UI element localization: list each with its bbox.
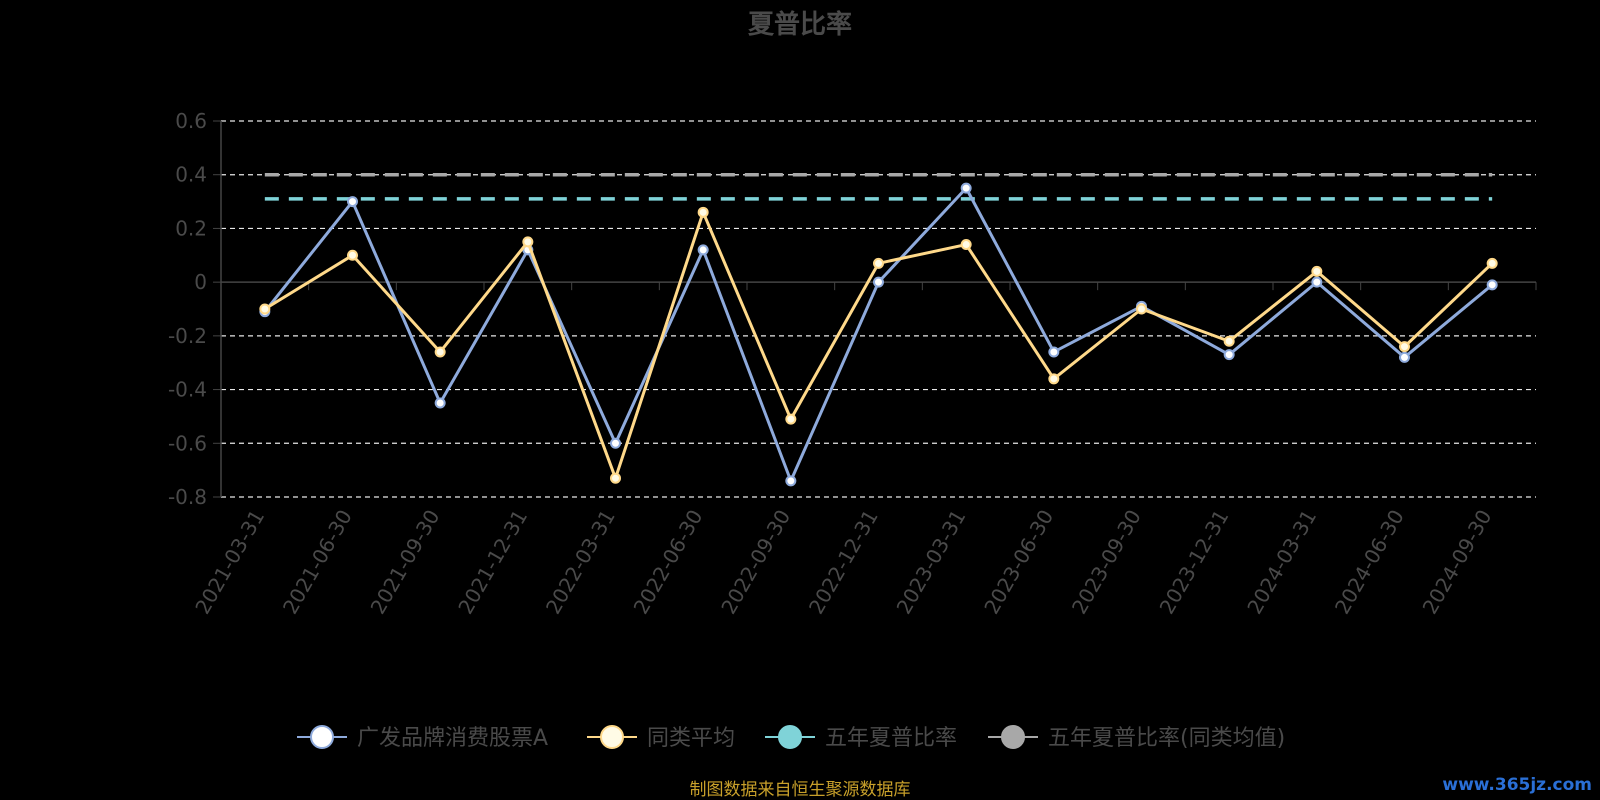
data-point — [1223, 349, 1235, 361]
chart-title: 夏普比率 — [748, 9, 852, 40]
data-point — [259, 303, 271, 315]
data-point — [610, 472, 621, 484]
data-source-note: 制图数据来自恒生聚源数据库 — [690, 780, 911, 800]
site-watermark: www.365jz.com — [1442, 775, 1592, 795]
y-tick-label: 0 — [194, 270, 207, 294]
y-tick-label: -0.4 — [168, 378, 207, 402]
data-point — [1311, 276, 1323, 288]
legend-label: 五年夏普比率 — [825, 726, 957, 751]
y-axis: 0.6 0.4 0.2 0 -0.2 -0.4 -0.6 -0.8 — [168, 109, 222, 509]
data-point — [1048, 373, 1060, 385]
x-tick-label: 2021-03-31 — [190, 506, 269, 619]
data-point — [1486, 257, 1498, 269]
x-tick-label: 2022-12-31 — [804, 506, 883, 619]
data-point — [1399, 341, 1410, 353]
legend-label: 同类平均 — [647, 726, 735, 751]
data-point — [873, 257, 884, 269]
series-line — [263, 186, 1494, 483]
x-axis: 2021-03-31 2021-06-30 2021-09-30 2021-12-31… — [190, 282, 1537, 619]
data-point — [347, 249, 358, 261]
data-point — [522, 236, 534, 248]
data-point — [873, 276, 884, 288]
x-tick-label: 2022-03-31 — [541, 506, 620, 619]
data-point — [1399, 351, 1410, 363]
x-tick-label: 2023-12-31 — [1155, 506, 1234, 619]
y-tick-label: 0.4 — [175, 163, 207, 187]
data-point — [1311, 265, 1323, 277]
y-tick-label: 0.6 — [175, 109, 207, 133]
x-tick-label: 2022-06-30 — [629, 506, 708, 619]
legend-label: 五年夏普比率(同类均值) — [1048, 726, 1285, 751]
data-point — [434, 346, 446, 358]
data-point — [785, 413, 797, 425]
y-tick-label: -0.8 — [168, 485, 207, 509]
legend-item[interactable]: 广发品牌消费股票A — [297, 725, 548, 751]
data-point — [960, 239, 972, 251]
x-tick-label: 2024-09-30 — [1418, 506, 1497, 619]
series-lines — [259, 182, 1498, 487]
data-point — [697, 244, 709, 256]
data-point — [610, 437, 621, 449]
data-point — [697, 206, 709, 218]
x-tick-label: 2022-09-30 — [716, 506, 795, 619]
legend-item[interactable]: 同类平均 — [587, 725, 735, 751]
legend-label: 广发品牌消费股票A — [357, 726, 548, 751]
data-point — [1223, 335, 1235, 347]
y-tick-label: -0.2 — [168, 324, 207, 348]
legend-item[interactable]: 五年夏普比率 — [765, 725, 957, 751]
data-point — [1486, 279, 1498, 291]
reference-lines — [264, 172, 1493, 201]
legend-marker — [310, 725, 334, 749]
data-point — [785, 475, 797, 487]
data-point — [960, 182, 972, 194]
series-line — [264, 210, 1494, 480]
x-tick-label: 2023-09-30 — [1067, 506, 1146, 619]
data-point — [1048, 346, 1060, 358]
grid-lines — [221, 120, 1536, 498]
legend-marker — [1001, 725, 1025, 749]
data-point — [434, 397, 446, 409]
x-tick-label: 2024-03-31 — [1242, 506, 1321, 619]
x-tick-label: 2021-06-30 — [278, 506, 357, 619]
y-tick-label: 0.2 — [175, 216, 207, 240]
x-tick-label: 2021-12-31 — [453, 506, 532, 619]
legend-marker — [778, 725, 802, 749]
x-tick-label: 2023-06-30 — [979, 506, 1058, 619]
y-tick-label: -0.6 — [168, 431, 207, 455]
data-point — [347, 196, 358, 208]
x-tick-label: 2024-06-30 — [1330, 506, 1409, 619]
legend-item[interactable]: 五年夏普比率(同类均值) — [988, 725, 1285, 751]
legend-marker — [600, 725, 624, 749]
x-tick-label: 2023-03-31 — [892, 506, 971, 619]
legend[interactable]: 广发品牌消费股票A 同类平均 五年夏普比率 五年夏普比率(同类均值) — [297, 725, 1285, 751]
data-point — [1136, 303, 1147, 315]
x-tick-label: 2021-09-30 — [366, 505, 445, 618]
